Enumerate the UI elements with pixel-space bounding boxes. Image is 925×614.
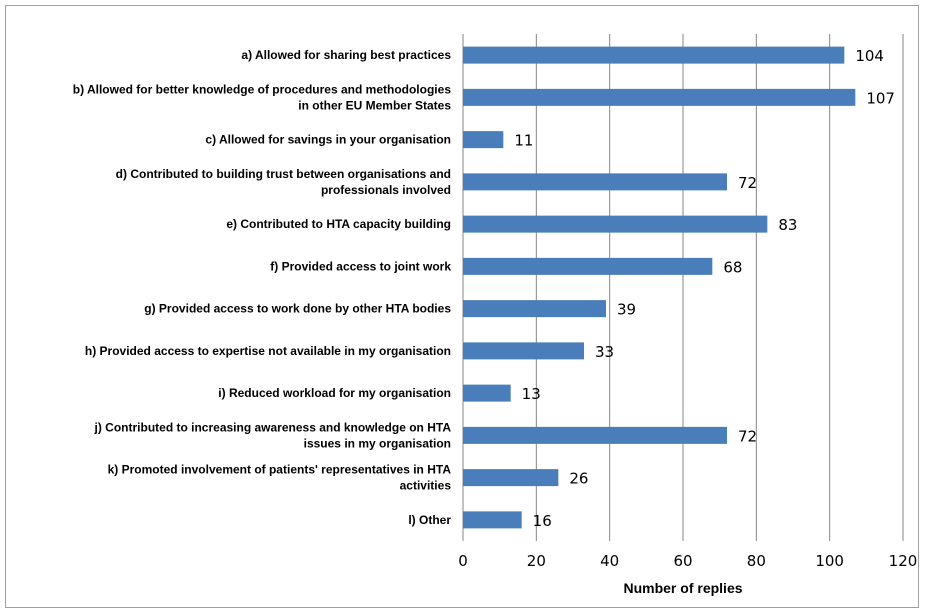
bar-l <box>463 511 522 529</box>
x-tick-label-80: 80 <box>747 552 766 570</box>
value-label-i: 13 <box>522 385 541 403</box>
category-label-j: j) Contributed to increasing awareness a… <box>94 420 452 450</box>
bar-k <box>463 469 559 487</box>
category-label-c: c) Allowed for savings in your organisat… <box>205 133 451 147</box>
bar-chart: a) Allowed for sharing best practices b) … <box>73 34 917 596</box>
category-label-g: g) Provided access to work done by other… <box>144 302 451 316</box>
bar-g <box>463 300 606 318</box>
bar-e <box>463 215 768 233</box>
bar-d <box>463 173 727 191</box>
category-label-d: d) Contributed to building trust between… <box>116 167 451 197</box>
bar-c <box>463 131 504 149</box>
value-label-j: 72 <box>738 427 757 445</box>
category-label-a: a) Allowed for sharing best practices <box>241 48 451 62</box>
x-tick-label-100: 100 <box>815 552 844 570</box>
value-label-l: 16 <box>533 512 552 530</box>
value-label-d: 72 <box>738 174 757 192</box>
value-label-e: 83 <box>778 216 797 234</box>
x-axis-ticks: 0 20 40 60 80 100 120 <box>458 552 917 570</box>
x-tick-label-120: 120 <box>889 552 918 570</box>
category-labels: a) Allowed for sharing best practices b) … <box>73 48 452 527</box>
bar-h <box>463 342 584 360</box>
value-label-f: 68 <box>723 258 742 276</box>
value-labels: 104 107 11 72 83 68 39 33 13 72 26 16 <box>514 47 895 530</box>
x-tick-label-40: 40 <box>600 552 619 570</box>
category-label-b: b) Allowed for better knowledge of proce… <box>73 82 452 112</box>
value-label-c: 11 <box>514 132 533 150</box>
bars <box>463 46 856 529</box>
x-axis-title: Number of replies <box>623 580 742 596</box>
bar-i <box>463 384 511 402</box>
value-label-k: 26 <box>569 470 588 488</box>
category-label-h: h) Provided access to expertise not avai… <box>85 344 451 358</box>
value-label-b: 107 <box>866 89 895 107</box>
x-tick-label-20: 20 <box>527 552 546 570</box>
value-label-a: 104 <box>855 47 884 65</box>
category-label-e: e) Contributed to HTA capacity building <box>226 217 451 231</box>
category-label-l: l) Other <box>408 513 451 527</box>
value-label-g: 39 <box>617 301 636 319</box>
category-label-i: i) Reduced workload for my organisation <box>218 386 451 400</box>
bar-f <box>463 257 713 275</box>
x-tick-label-60: 60 <box>673 552 692 570</box>
bar-a <box>463 46 845 64</box>
gridlines <box>462 34 904 541</box>
bar-b <box>463 88 856 106</box>
category-label-f: f) Provided access to joint work <box>270 259 451 273</box>
value-label-h: 33 <box>595 343 614 361</box>
chart-frame: a) Allowed for sharing best practices b) … <box>5 5 919 608</box>
bar-j <box>463 426 727 444</box>
x-tick-label-0: 0 <box>458 552 468 570</box>
category-label-k: k) Promoted involvement of patients' rep… <box>108 463 452 493</box>
